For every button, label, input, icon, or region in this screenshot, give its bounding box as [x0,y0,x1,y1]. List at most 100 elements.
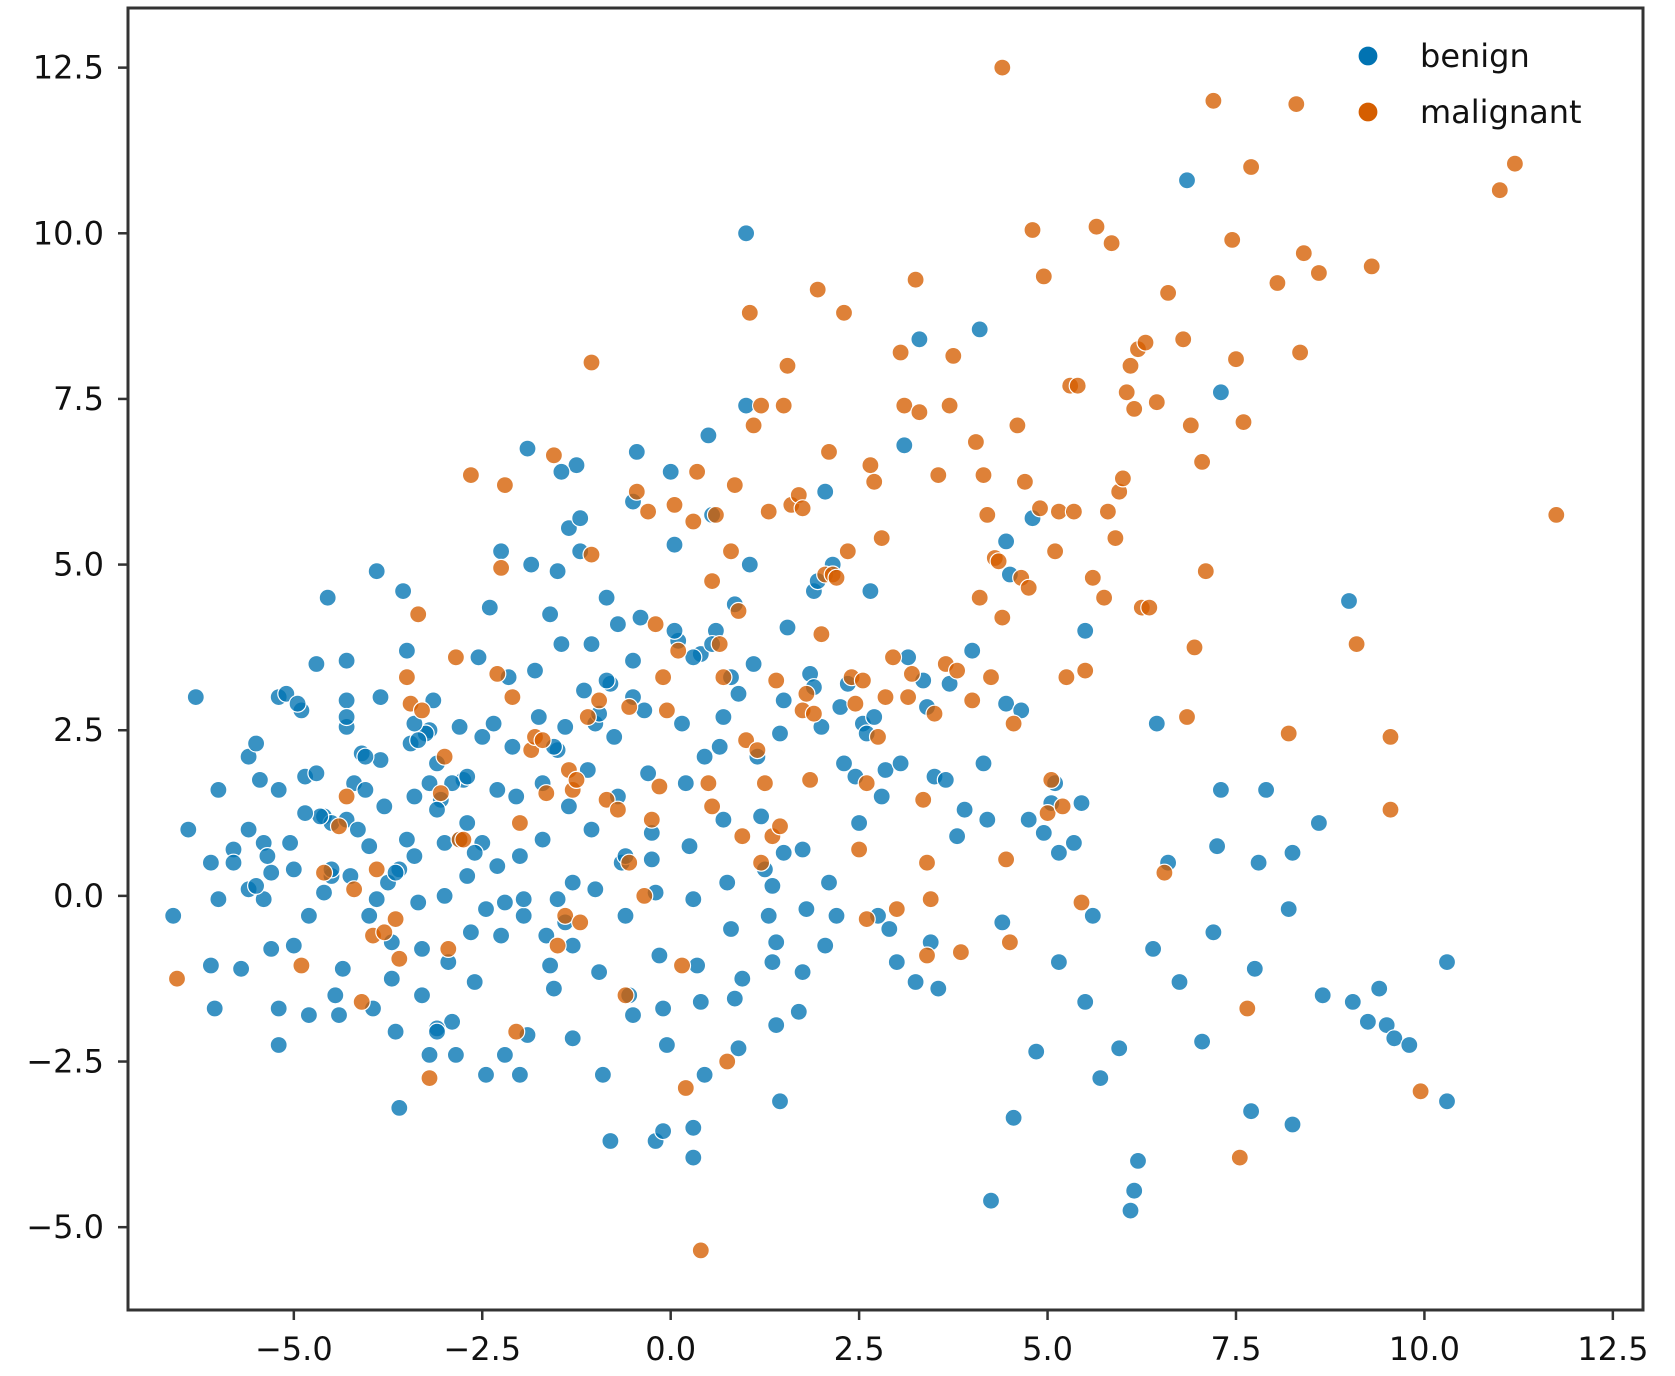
point-benign [593,1065,613,1084]
point-malignant [993,608,1012,627]
point-benign [744,654,763,674]
point-benign [1192,1032,1212,1051]
point-benign [556,717,575,737]
point-benign [299,1005,318,1025]
point-benign [861,581,880,601]
point-malignant [435,747,454,766]
point-benign [458,813,477,833]
point-benign [186,687,205,707]
y-tick-label: −5.0 [26,1208,104,1246]
legend-label-malignant: malignant [1420,93,1582,131]
point-benign [205,999,224,1018]
point-benign [906,972,925,992]
point-benign [714,810,733,829]
point-benign [420,1045,439,1065]
point-benign [337,691,356,710]
point-malignant [1094,588,1114,607]
point-benign [318,588,337,607]
point-malignant [657,701,677,720]
point-malignant [827,568,846,587]
point-malignant [1117,383,1136,402]
point-malignant [996,850,1016,869]
point-malignant [556,906,575,925]
point-benign [540,956,560,975]
point-benign [563,873,582,892]
point-malignant [963,691,982,710]
point-benign [778,618,797,637]
point-benign [601,1131,620,1151]
point-malignant [412,701,432,720]
point-benign [518,439,537,458]
point-benign [510,846,530,866]
point-benign [250,770,269,790]
point-benign [179,820,198,839]
point-malignant [503,687,522,707]
point-benign [409,731,428,750]
point-benign [394,581,413,601]
point-malignant [687,462,707,481]
point-malignant [646,615,665,634]
point-benign [552,462,571,481]
point-malignant [1076,661,1095,680]
point-malignant [1121,356,1140,375]
point-benign [691,992,710,1012]
point-malignant [533,731,552,750]
point-benign [661,462,680,481]
point-malignant [940,396,959,415]
x-tick-label: 2.5 [834,1330,885,1368]
point-malignant [993,58,1012,77]
point-benign [405,787,424,806]
point-malignant [672,956,692,975]
point-malignant [620,697,639,717]
point-malignant [653,668,673,687]
point-benign [1147,714,1166,733]
point-benign [767,1015,786,1035]
point-malignant [966,432,986,452]
point-malignant [1505,154,1525,173]
point-malignant [857,774,876,793]
point-benign [1343,992,1362,1012]
point-benign [269,780,288,800]
point-benign [164,906,183,925]
point-malignant [819,442,839,461]
point-benign [880,919,899,939]
point-benign [435,886,454,906]
point-benign [891,754,910,773]
point-benign [1064,833,1084,853]
point-benign [337,707,356,727]
point-benign [721,919,741,939]
point-benign [262,863,281,882]
point-malignant [699,774,718,793]
point-malignant [974,466,993,485]
point-malignant [989,552,1008,571]
point-malignant [1125,399,1144,418]
point-malignant [733,827,752,846]
point-malignant [1083,568,1102,587]
point-malignant [571,913,590,932]
point-malignant [808,280,827,299]
point-benign [589,962,609,982]
point-benign [978,810,997,829]
point-benign [638,764,658,783]
point-benign [329,1005,349,1025]
point-benign [1072,793,1091,813]
point-benign [492,542,511,561]
point-benign [684,648,703,667]
x-axis: −5.0 −2.5 0.0 2.5 5.0 7.5 10.0 12.5 [255,1310,1648,1368]
x-tick-label: 5.0 [1022,1330,1073,1368]
point-benign [209,890,228,909]
point-malignant [925,704,944,723]
point-benign [307,654,326,674]
point-benign [458,767,477,786]
point-malignant [1294,244,1313,263]
point-benign [281,833,300,853]
point-benign [996,532,1016,551]
point-malignant [314,863,334,882]
point-malignant [616,986,635,1005]
point-malignant [638,502,658,521]
point-benign [262,939,281,959]
point-benign [767,933,786,952]
point-malignant [1064,502,1084,521]
point-benign [955,800,974,819]
point-malignant [1411,1082,1430,1101]
